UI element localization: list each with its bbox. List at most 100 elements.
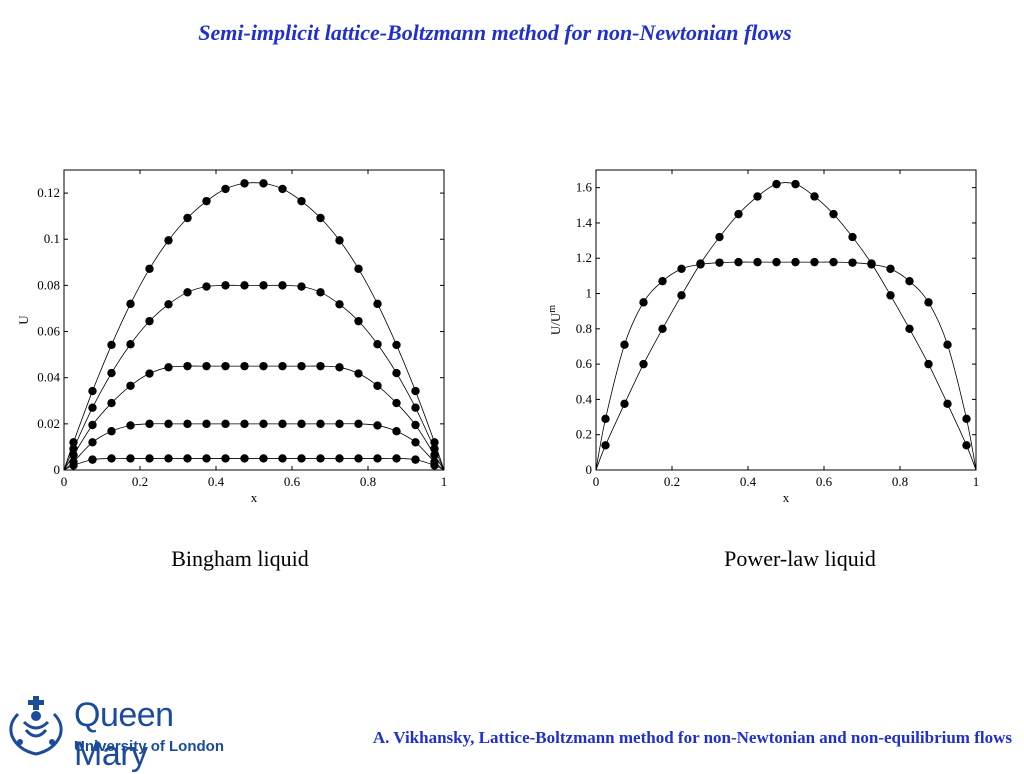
chart1-series-1-point [715, 258, 724, 267]
slide-title: Semi-implicit lattice-Boltzmann method f… [198, 20, 792, 45]
chart0-series-1-point [240, 281, 249, 290]
chart0-series-0-line [63, 182, 445, 471]
chart0-series-2-point [183, 361, 192, 371]
chart0-series-0-point [164, 236, 173, 245]
chart1-ytick-label: 1 [586, 286, 593, 301]
chart0-series-3-line [63, 423, 445, 471]
chart1-xtick-label: 0.8 [892, 474, 908, 489]
chart1-xtick-label: 0 [593, 474, 600, 489]
chart0-series-0-point [126, 299, 135, 309]
chart1-y-axis-label-main: U/U [548, 312, 563, 335]
chart1-series-1-line [595, 261, 977, 471]
chart0-series-1-line [63, 284, 445, 471]
chart0-series-4-point [411, 455, 420, 464]
chart1-series-1-point [791, 257, 800, 267]
chart0-series-2-point [221, 361, 230, 371]
footer-citation: A. Vikhansky, Lattice-Boltzmann method f… [372, 728, 1012, 747]
chart0-xtick-label: 0.4 [208, 474, 225, 489]
logo-subtitle: University of London [74, 738, 224, 755]
chart1-series-1-point [772, 257, 781, 267]
chart1-series-1-point [962, 414, 971, 424]
crown-crest-icon [9, 696, 63, 756]
bingham-chart-svg: 0 0.2 0.4 0.6 0.8 1 0 0.02 0.04 0.06 0.08 0.1 0.12 x U [16, 169, 447, 505]
chart0-series-2-point [240, 361, 249, 371]
chart0-series-4-point [164, 454, 173, 463]
chart1-series-0-point [753, 192, 762, 201]
chart0-ytick-label: 0.04 [37, 370, 60, 385]
chart1-y-axis-label-sub: m [547, 305, 558, 313]
chart0-series-4-point [335, 454, 344, 463]
chart1-ytick-label: 0.2 [576, 427, 592, 442]
chart1-series-0-point [620, 399, 629, 409]
chart1-series-1-point [658, 276, 667, 286]
chart0-series-2-point [392, 398, 401, 408]
chart1-series-0-point [943, 399, 952, 409]
chart1-series-0-line [595, 182, 977, 471]
chart0-series-1-point [183, 288, 192, 297]
chart1-series-0-point [962, 441, 971, 450]
chart1-series-0-point [829, 209, 838, 219]
chart0-series-2-point [259, 361, 268, 371]
university-logo: Queen Mary University of London [4, 694, 254, 773]
chart0-xtick-label: 0.6 [284, 474, 301, 489]
chart0-series-1-point [107, 368, 116, 378]
chart0-series-0-point [183, 213, 192, 223]
chart0-series-0-point [297, 196, 306, 206]
chart0-series-1-point [88, 403, 97, 412]
chart0-series-0-point [88, 386, 97, 396]
chart1-series-1-point [924, 298, 933, 307]
chart0-ytick-label: 0.08 [37, 277, 60, 292]
chart1-ytick-label: 0 [586, 462, 593, 477]
chart1-series-1-point [677, 264, 686, 274]
chart0-series-1-point [259, 281, 268, 290]
chart0-series-1-point [126, 340, 135, 349]
chart0-series-0-point [240, 179, 249, 188]
chart0-series-4-point [107, 454, 116, 463]
chart1-series-1-point [620, 340, 629, 349]
chart0-series-2-point [354, 369, 363, 378]
chart1-series-1-point [848, 258, 857, 267]
chart0-series-1-point [354, 316, 363, 326]
chart0-series-0-point [411, 386, 420, 396]
chart0-series-2-point [430, 450, 439, 460]
chart0-series-3-point [202, 419, 211, 429]
power-law-caption: Power-law liquid [724, 546, 876, 571]
chart0-series-2-point [411, 420, 420, 430]
chart0-ytick-label: 0.1 [44, 231, 60, 246]
chart0-series-2-line [63, 365, 445, 471]
chart0-plot-frame [63, 169, 445, 471]
chart1-series-0-point [715, 232, 724, 242]
chart0-series-1-point [164, 300, 173, 309]
chart0-series-2-point [373, 381, 382, 390]
chart1-series-1-point [905, 276, 914, 286]
chart1-x-axis-label: x [783, 490, 790, 505]
chart0-series-3-point [392, 427, 401, 436]
chart0-series-2-point [88, 420, 97, 430]
chart0-series-1-point [373, 340, 382, 349]
chart0-series-1-point [297, 282, 306, 291]
chart0-series-4-point [126, 454, 135, 463]
chart1-series-0-point [848, 232, 857, 242]
chart0-series-2-point [145, 369, 154, 378]
chart0-series-2-point [69, 450, 78, 460]
chart0-series-0-point [259, 179, 268, 188]
chart0-series-1-point [335, 300, 344, 309]
chart1-series-0-point [734, 209, 743, 219]
chart0-series-2-point [297, 361, 306, 371]
chart0-series-3-point [221, 419, 230, 429]
chart1-series-0-point [924, 359, 933, 369]
bingham-caption: Bingham liquid [171, 546, 309, 571]
chart1-series-0-point [886, 291, 895, 300]
chart1-series-0-point [601, 441, 610, 450]
chart0-series-0-point [202, 196, 211, 206]
bingham-chart: 0 0.2 0.4 0.6 0.8 1 0 0.02 0.04 0.06 0.08 0.1 0.12 x U [16, 160, 478, 510]
chart0-series-1-point [221, 281, 230, 290]
chart1-xtick-label: 1 [973, 474, 980, 489]
chart0-xtick-label: 0 [61, 474, 68, 489]
chart0-series-3-point [164, 419, 173, 429]
chart0-series-3-point [297, 419, 306, 429]
chart0-series-0-point [278, 184, 287, 194]
power-law-chart: 0 0.2 0.4 0.6 0.8 1 0 0.2 0.4 0.6 0.8 1 1.2 1.4 1.6 x U/… [547, 160, 1010, 510]
chart0-y-axis-label-main: U [16, 315, 31, 325]
chart1-xtick-label: 0.2 [664, 474, 680, 489]
